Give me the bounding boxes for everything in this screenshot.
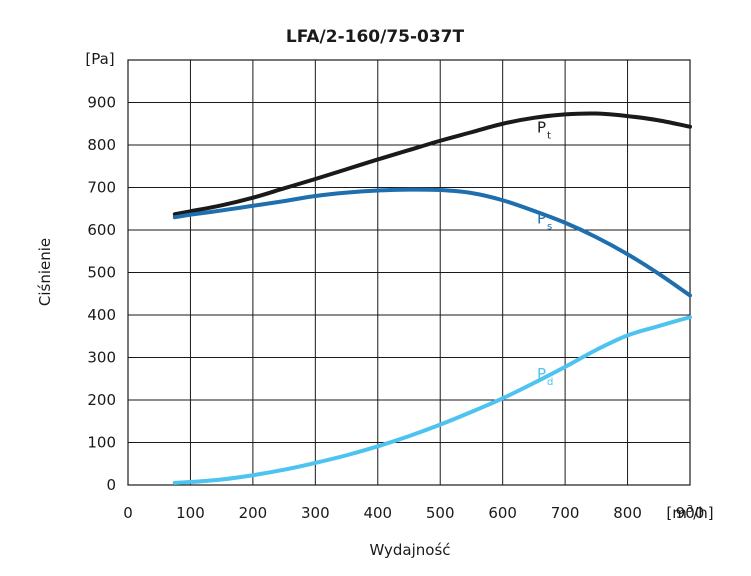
series-labels: Pt Ps Pd — [537, 118, 553, 388]
x-tick-label: 800 — [613, 504, 642, 522]
plot-frame — [127, 59, 691, 486]
series-label-pd: Pd — [537, 365, 553, 388]
grid — [127, 59, 691, 486]
x-tick-label: 400 — [363, 504, 392, 522]
x-tick-label: 100 — [176, 504, 205, 522]
series-label-pt: Pt — [537, 118, 551, 141]
y-tick-label: 400 — [87, 306, 116, 324]
x-tick-label: 300 — [301, 504, 330, 522]
x-tick-label: 0 — [123, 504, 133, 522]
y-axis-label: Ciśnienie — [36, 238, 54, 306]
x-axis-label: Wydajność — [369, 541, 450, 559]
series-label-ps: Ps — [537, 210, 552, 233]
y-tick-label: 900 — [87, 94, 116, 112]
tick-labels: 0 100 200 300 400 500 600 700 800 900 0 100 200 300 40… — [87, 94, 704, 523]
y-tick-label: 600 — [87, 221, 116, 239]
y-tick-label: 500 — [87, 264, 116, 282]
y-unit-label: [Pa] — [85, 50, 114, 68]
series-line-pt — [172, 111, 692, 217]
series-line-ps — [172, 187, 692, 298]
y-tick-label: 100 — [87, 434, 116, 452]
x-tick-label: 200 — [239, 504, 268, 522]
y-tick-label: 800 — [87, 136, 116, 154]
y-tick-label: 300 — [87, 349, 116, 367]
x-tick-label: 900 — [676, 504, 705, 522]
series-line-pd — [172, 315, 692, 485]
x-unit-suffix: /h] — [693, 504, 713, 522]
x-tick-label: 600 — [488, 504, 517, 522]
y-tick-label: 700 — [87, 179, 116, 197]
x-tick-label: 700 — [551, 504, 580, 522]
y-tick-label: 0 — [106, 476, 116, 494]
x-unit-sup: 3 — [687, 504, 693, 515]
x-unit-label: [m3/h] — [666, 504, 713, 522]
chart-title: LFA/2-160/75-037T — [286, 27, 465, 47]
y-tick-label: 200 — [87, 391, 116, 409]
curves — [172, 111, 692, 485]
x-tick-label: 500 — [426, 504, 455, 522]
x-unit-prefix: [m — [666, 504, 686, 522]
